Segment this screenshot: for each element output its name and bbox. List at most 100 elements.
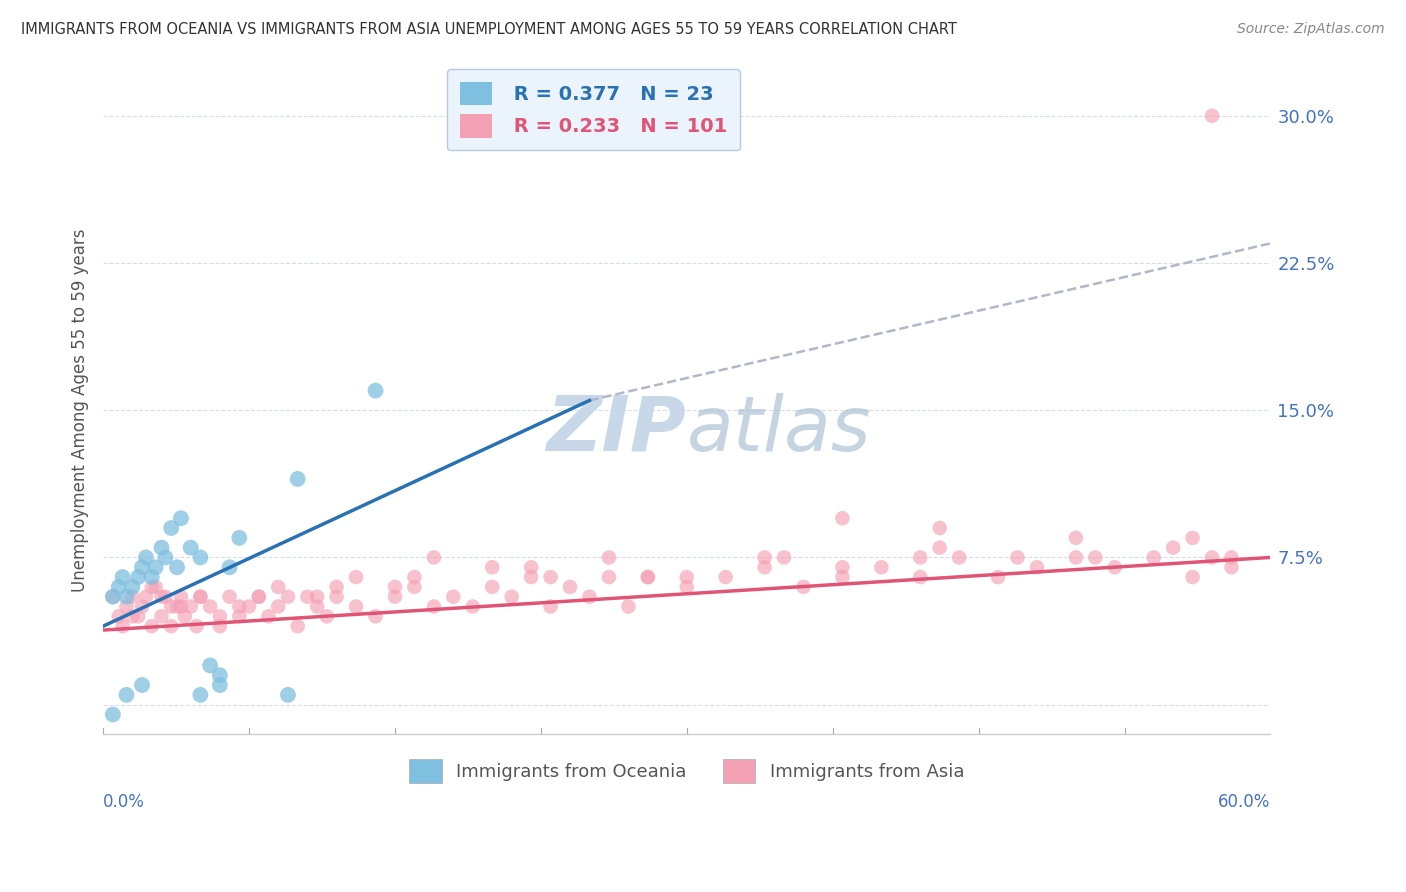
Point: [1064, 531, 1087, 545]
Point: [247, 590, 270, 604]
Point: [228, 609, 250, 624]
Point: [145, 560, 167, 574]
Text: atlas: atlas: [686, 392, 872, 467]
Point: [127, 609, 149, 624]
Text: IMMIGRANTS FROM OCEANIA VS IMMIGRANTS FROM ASIA UNEMPLOYMENT AMONG AGES 55 TO 59: IMMIGRANTS FROM OCEANIA VS IMMIGRANTS FR…: [21, 22, 957, 37]
Point: [166, 560, 188, 574]
Point: [267, 599, 290, 614]
Point: [325, 590, 347, 604]
Point: [344, 599, 367, 614]
Point: [238, 599, 260, 614]
Point: [404, 570, 426, 584]
Point: [831, 560, 853, 574]
Legend: Immigrants from Oceania, Immigrants from Asia: Immigrants from Oceania, Immigrants from…: [402, 752, 972, 790]
Point: [170, 599, 193, 614]
Point: [481, 560, 503, 574]
Point: [461, 599, 484, 614]
Point: [160, 599, 183, 614]
Point: [190, 590, 212, 604]
Point: [423, 550, 446, 565]
Point: [423, 599, 446, 614]
Point: [481, 580, 503, 594]
Point: [1064, 550, 1087, 565]
Point: [131, 560, 153, 574]
Point: [928, 541, 950, 555]
Point: [150, 590, 173, 604]
Point: [325, 580, 347, 594]
Point: [948, 550, 970, 565]
Point: [170, 511, 193, 525]
Point: [198, 658, 221, 673]
Point: [190, 688, 212, 702]
Point: [364, 609, 387, 624]
Point: [160, 619, 183, 633]
Point: [987, 570, 1010, 584]
Point: [675, 570, 697, 584]
Point: [115, 688, 138, 702]
Point: [198, 599, 221, 614]
Point: [307, 590, 329, 604]
Point: [107, 580, 129, 594]
Point: [1181, 570, 1204, 584]
Point: [107, 609, 129, 624]
Point: [115, 590, 138, 604]
Point: [101, 590, 124, 604]
Point: [180, 599, 202, 614]
Point: [831, 511, 853, 525]
Point: [267, 580, 290, 594]
Point: [218, 590, 240, 604]
Point: [1201, 550, 1223, 565]
Point: [218, 560, 240, 574]
Point: [441, 590, 464, 604]
Point: [364, 384, 387, 398]
Point: [127, 570, 149, 584]
Text: 60.0%: 60.0%: [1218, 793, 1271, 811]
Point: [1026, 560, 1049, 574]
Point: [131, 678, 153, 692]
Point: [1143, 550, 1166, 565]
Point: [121, 590, 143, 604]
Point: [208, 678, 231, 692]
Point: [180, 541, 202, 555]
Point: [173, 609, 195, 624]
Point: [141, 570, 163, 584]
Text: ZIP: ZIP: [547, 392, 686, 467]
Point: [115, 599, 138, 614]
Point: [315, 609, 337, 624]
Point: [558, 580, 581, 594]
Point: [520, 560, 543, 574]
Point: [540, 570, 562, 584]
Point: [247, 590, 270, 604]
Point: [150, 541, 173, 555]
Point: [754, 560, 776, 574]
Point: [166, 599, 188, 614]
Point: [1084, 550, 1107, 565]
Text: 0.0%: 0.0%: [103, 793, 145, 811]
Point: [637, 570, 659, 584]
Point: [141, 580, 163, 594]
Point: [910, 570, 932, 584]
Point: [160, 521, 183, 535]
Point: [145, 580, 167, 594]
Point: [1161, 541, 1184, 555]
Point: [287, 619, 309, 633]
Point: [520, 570, 543, 584]
Point: [190, 590, 212, 604]
Point: [617, 599, 640, 614]
Point: [754, 550, 776, 565]
Point: [928, 521, 950, 535]
Point: [257, 609, 280, 624]
Point: [277, 688, 299, 702]
Point: [121, 609, 143, 624]
Y-axis label: Unemployment Among Ages 55 to 59 years: Unemployment Among Ages 55 to 59 years: [72, 228, 89, 592]
Point: [141, 619, 163, 633]
Point: [1220, 550, 1243, 565]
Point: [384, 580, 406, 594]
Point: [287, 472, 309, 486]
Point: [208, 619, 231, 633]
Point: [675, 580, 697, 594]
Point: [170, 590, 193, 604]
Point: [598, 550, 620, 565]
Point: [101, 590, 124, 604]
Point: [540, 599, 562, 614]
